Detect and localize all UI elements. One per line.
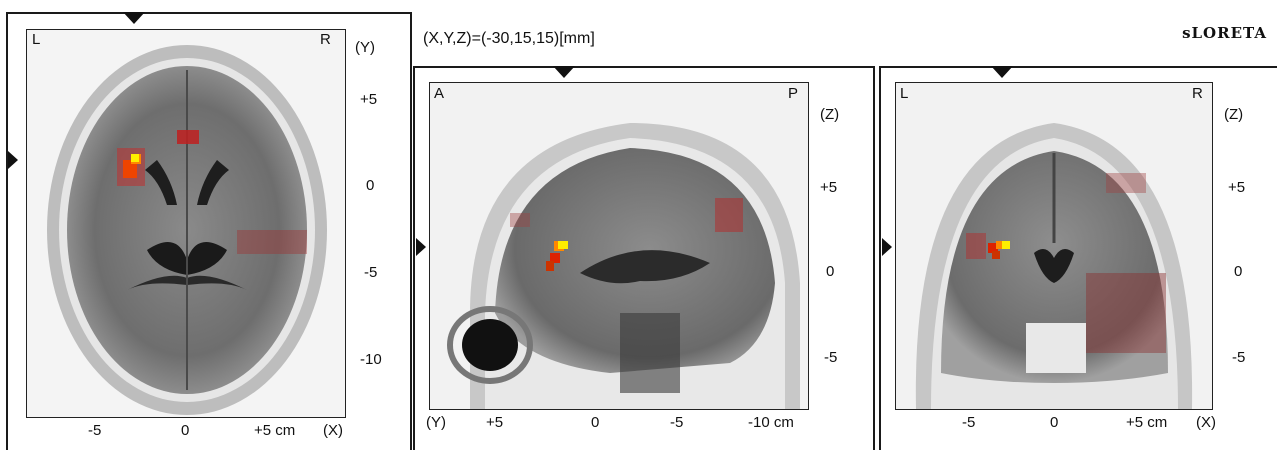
sagittal-z-tick-label: +5 xyxy=(820,179,838,196)
axial-x-tick-label: 0 xyxy=(181,422,190,439)
coronal-x-tick-label: 0 xyxy=(1050,414,1059,431)
coronal-x-cursor-marker[interactable] xyxy=(991,66,1013,78)
sagittal-y-cursor-marker[interactable] xyxy=(553,66,575,78)
axial-y-tick-label: -10 xyxy=(360,351,382,368)
sagittal-z-tick-label: 0 xyxy=(826,263,835,280)
axial-x-tick-label: -5 xyxy=(88,422,102,439)
sagittal-axis-z-title: (Z) xyxy=(820,106,840,123)
sagittal-brain-image[interactable] xyxy=(429,82,809,410)
coronal-axis-z-title: (Z) xyxy=(1224,106,1244,123)
axial-x-cursor-marker[interactable] xyxy=(123,12,145,24)
coronal-x-tick-label: +5 cm xyxy=(1126,414,1168,431)
sagittal-y-tick-label: +5 xyxy=(486,414,504,431)
axial-axis-x-title: (X) xyxy=(323,422,343,439)
sagittal-y-tick-label: -10 cm xyxy=(748,414,794,431)
axial-brain-image[interactable] xyxy=(26,29,346,418)
coronal-x-tick-label: -5 xyxy=(962,414,976,431)
axial-axis-y-title: (Y) xyxy=(355,39,375,56)
sagittal-z-tick-label: -5 xyxy=(824,349,838,366)
sagittal-corner-right: P xyxy=(788,85,799,102)
outer-top-border xyxy=(6,12,410,14)
coronal-z-cursor-marker[interactable] xyxy=(882,238,892,256)
coronal-z-tick-label: -5 xyxy=(1232,349,1246,366)
axial-x-tick-label: +5 cm xyxy=(254,422,296,439)
sagittal-corner-left: A xyxy=(434,85,445,102)
coronal-brain-image[interactable] xyxy=(895,82,1213,410)
method-label: sLORETA xyxy=(1182,24,1267,42)
cursor-coordinates: (X,Y,Z)=(-30,15,15)[mm] xyxy=(423,30,595,47)
axial-corner-right: R xyxy=(320,31,331,48)
coronal-z-tick-label: 0 xyxy=(1234,263,1243,280)
axial-y-tick-label: -5 xyxy=(364,264,378,281)
coronal-axis-x-title: (X) xyxy=(1196,414,1216,431)
axial-y-tick-label: 0 xyxy=(366,177,375,194)
outer-left-border xyxy=(6,12,8,450)
sagittal-z-cursor-marker[interactable] xyxy=(416,238,426,256)
axial-corner-left: L xyxy=(32,31,41,48)
coronal-z-tick-label: +5 xyxy=(1228,179,1246,196)
sagittal-y-tick-label: 0 xyxy=(591,414,600,431)
coronal-corner-left: L xyxy=(900,85,909,102)
axial-y-cursor-marker[interactable] xyxy=(8,151,18,169)
panel-divider xyxy=(410,12,412,450)
sagittal-axis-y-title: (Y) xyxy=(426,414,446,431)
coronal-corner-right: R xyxy=(1192,85,1203,102)
sagittal-y-tick-label: -5 xyxy=(670,414,684,431)
axial-y-tick-label: +5 xyxy=(360,91,378,108)
